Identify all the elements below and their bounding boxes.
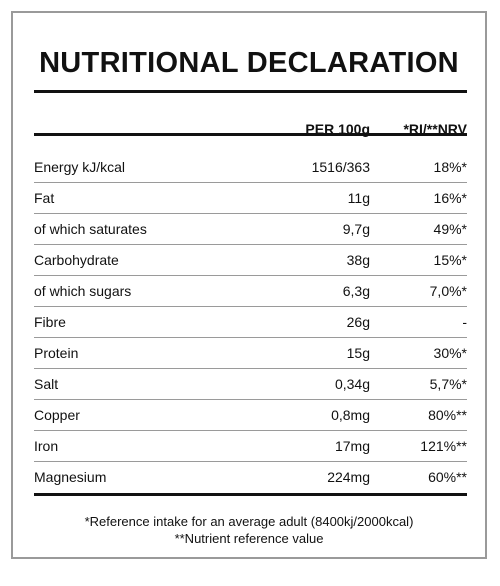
row-label: Copper: [34, 407, 80, 423]
row-label: Protein: [34, 345, 79, 361]
row-per-100g: 9,7g: [342, 221, 370, 237]
row-label: Iron: [34, 438, 59, 454]
row-ri-nrv: -: [462, 314, 467, 330]
header-divider: [34, 133, 467, 136]
row-ri-nrv: 30%*: [433, 345, 467, 361]
nutrition-panel: NUTRITIONAL DECLARATION PER 100g *RI/**N…: [11, 11, 487, 559]
row-label: of which saturates: [34, 221, 147, 237]
page-title: NUTRITIONAL DECLARATION: [39, 47, 459, 79]
row-label: of which sugars: [34, 283, 132, 299]
row-label: Fibre: [34, 314, 66, 330]
nutrition-table-body: Energy kJ/kcal 1516/363 18%* Fat 11g 16%…: [34, 152, 467, 493]
row-label: Carbohydrate: [34, 252, 119, 268]
title-divider: [34, 90, 467, 93]
footnotes: *Reference intake for an average adult (…: [13, 513, 485, 547]
row-per-100g: 17mg: [334, 438, 370, 454]
table-row: of which sugars 6,3g 7,0%*: [34, 276, 467, 307]
row-label: Magnesium: [34, 469, 107, 485]
row-per-100g: 38g: [346, 252, 370, 268]
row-ri-nrv: 16%*: [433, 190, 467, 206]
table-row: of which saturates 9,7g 49%*: [34, 214, 467, 245]
table-row: Energy kJ/kcal 1516/363 18%*: [34, 152, 467, 183]
row-per-100g: 15g: [346, 345, 370, 361]
row-per-100g: 0,34g: [334, 376, 370, 392]
row-ri-nrv: 5,7%*: [429, 376, 467, 392]
row-ri-nrv: 18%*: [433, 159, 467, 175]
table-row: Protein 15g 30%*: [34, 338, 467, 369]
row-per-100g: 1516/363: [311, 159, 370, 175]
row-label: Energy kJ/kcal: [34, 159, 126, 175]
table-row: Magnesium 224mg 60%**: [34, 462, 467, 493]
table-bottom-divider: [34, 493, 467, 496]
row-ri-nrv: 60%**: [428, 469, 467, 485]
table-row: Copper 0,8mg 80%**: [34, 400, 467, 431]
footnote-nrv: **Nutrient reference value: [174, 531, 324, 546]
table-row: Fibre 26g -: [34, 307, 467, 338]
row-label: Fat: [34, 190, 55, 206]
row-per-100g: 11g: [347, 190, 370, 206]
row-per-100g: 26g: [346, 314, 370, 330]
table-header: PER 100g *RI/**NRV: [34, 110, 467, 148]
row-ri-nrv: 80%**: [428, 407, 467, 423]
row-per-100g: 6,3g: [342, 283, 370, 299]
row-label: Salt: [34, 376, 59, 392]
table-row: Carbohydrate 38g 15%*: [34, 245, 467, 276]
table-row: Iron 17mg 121%**: [34, 431, 467, 462]
table-row: Fat 11g 16%*: [34, 183, 467, 214]
row-per-100g: 0,8mg: [331, 407, 370, 423]
footnote-reference-intake: *Reference intake for an average adult (…: [84, 514, 414, 529]
row-ri-nrv: 121%**: [420, 438, 467, 454]
row-ri-nrv: 7,0%*: [429, 283, 467, 299]
row-ri-nrv: 49%*: [433, 221, 467, 237]
row-per-100g: 224mg: [327, 469, 370, 485]
table-row: Salt 0,34g 5,7%*: [34, 369, 467, 400]
row-ri-nrv: 15%*: [433, 252, 467, 268]
